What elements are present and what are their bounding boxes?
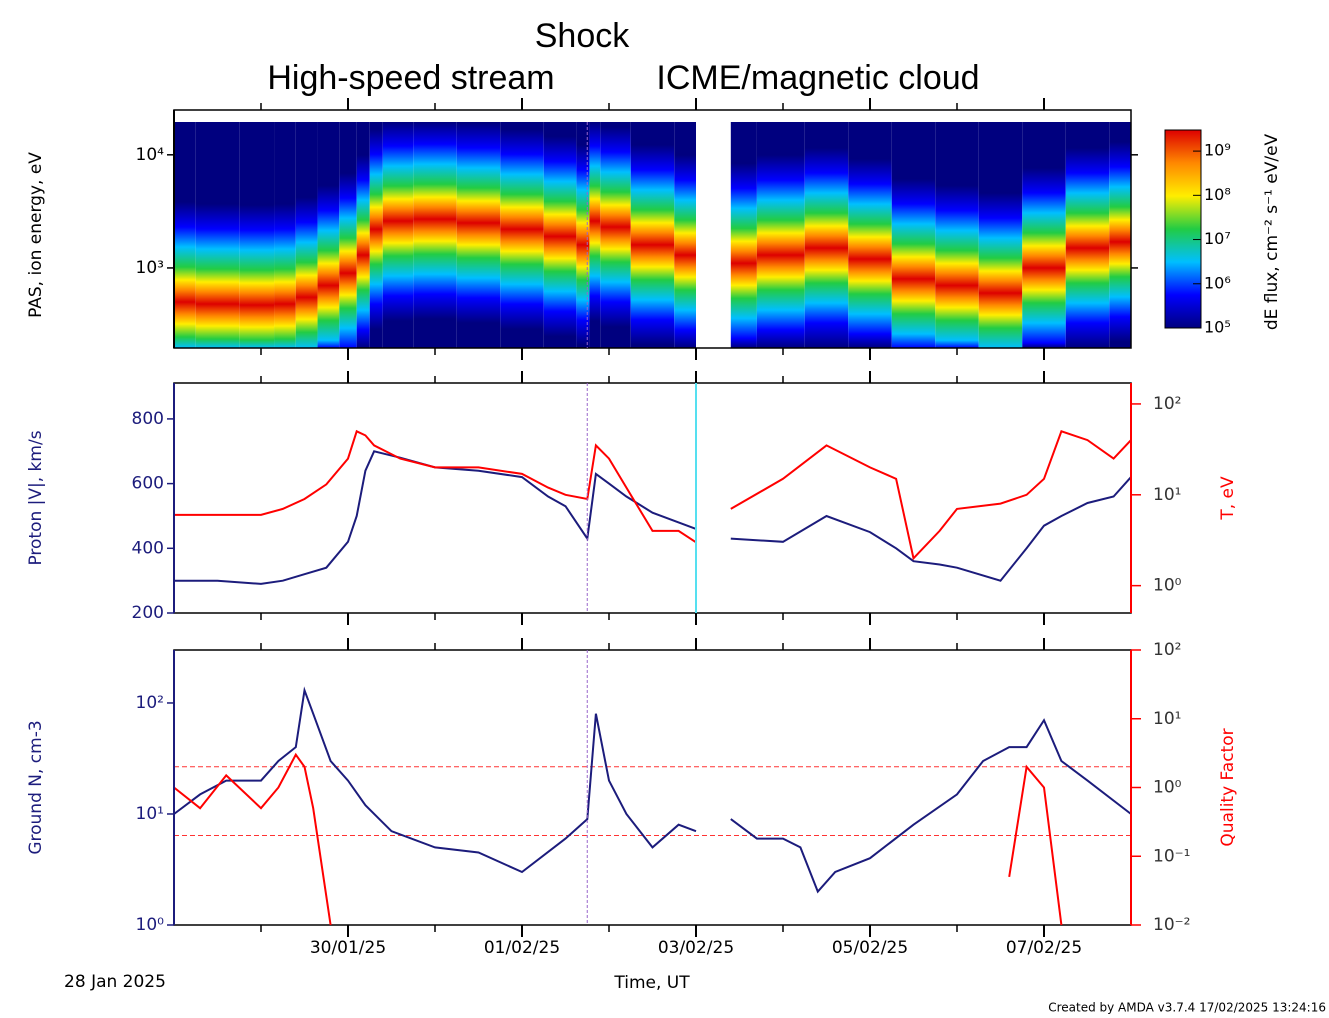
y-tick-label: 10¹ — [136, 804, 164, 824]
annotation: High-speed stream — [267, 59, 554, 97]
x-axis-label: Time, UT — [613, 973, 690, 993]
plot-frame — [173, 649, 1132, 926]
spectrogram-column — [500, 122, 544, 348]
y2-tick-label: 10¹ — [1153, 485, 1181, 505]
y-tick-label: 10⁰ — [136, 915, 165, 935]
annotation: Shock — [535, 17, 630, 55]
y-tick-label: 600 — [132, 474, 164, 494]
x-tick-label: 01/02/25 — [484, 938, 560, 958]
spectrogram-column — [756, 122, 805, 348]
spectrogram-column — [317, 122, 340, 348]
y2-tick-label: 10⁻² — [1153, 915, 1190, 935]
spectrogram-column — [576, 122, 590, 348]
spectrogram-column — [978, 122, 1023, 348]
colorbar-tick-label: 10⁹ — [1204, 141, 1231, 160]
plot-frame — [173, 382, 1132, 614]
spectrogram-column — [804, 122, 849, 348]
data-line — [174, 429, 1132, 561]
y-axis-label: Ground N, cm-3 — [26, 720, 46, 854]
spectrogram-column — [339, 122, 357, 348]
y2-axis-label: Quality Factor — [1218, 728, 1238, 846]
y-tick-label: 10² — [136, 693, 164, 713]
spectrogram-column — [1022, 122, 1066, 348]
y-tick-label: 10⁴ — [136, 145, 165, 165]
colorbar-tick-label: 10⁶ — [1204, 273, 1231, 292]
spectrogram-column — [369, 122, 383, 348]
data-line — [173, 686, 1132, 894]
spectrogram-column — [891, 122, 936, 348]
spectrogram-column — [382, 122, 414, 348]
start-label: 28 Jan 2025 — [64, 972, 166, 992]
spectrogram-column — [295, 122, 318, 348]
spectrogram-column — [730, 122, 757, 348]
data-line — [173, 752, 1063, 926]
spectrogram-column — [600, 122, 631, 348]
x-tick-label: 03/02/25 — [658, 938, 734, 958]
y2-tick-label: 10⁰ — [1153, 576, 1182, 596]
y2-axis-label: T, eV — [1218, 476, 1238, 521]
spectrogram-column — [630, 122, 675, 348]
annotation: ICME/magnetic cloud — [656, 59, 979, 97]
y2-tick-label: 10⁻¹ — [1153, 846, 1190, 866]
y-axis-label: PAS, ion energy, eV — [26, 152, 46, 318]
spectrogram-column — [356, 122, 370, 348]
spectrogram-column — [674, 122, 696, 348]
spectrogram-column — [239, 122, 275, 348]
y-tick-label: 800 — [132, 409, 164, 429]
x-tick-label: 30/01/25 — [310, 938, 386, 958]
x-tick-label: 07/02/25 — [1006, 938, 1082, 958]
spectrogram-column — [1109, 122, 1131, 348]
colorbar-tick-label: 10⁸ — [1204, 185, 1231, 204]
spectrogram-column — [174, 122, 196, 348]
spectrogram-column — [274, 122, 296, 348]
data-line — [174, 450, 1132, 585]
spectrogram-column — [589, 122, 601, 348]
spectrogram-column — [848, 122, 892, 348]
y2-tick-label: 10² — [1153, 394, 1181, 414]
y-tick-label: 200 — [132, 603, 164, 623]
y-tick-label: 400 — [132, 538, 164, 558]
spectrogram-column — [413, 122, 457, 348]
spectrogram-column — [935, 122, 979, 348]
spectrogram-column — [543, 122, 577, 348]
spectrogram-column — [195, 122, 240, 348]
y2-tick-label: 10² — [1153, 640, 1181, 660]
colorbar-tick-label: 10⁷ — [1204, 229, 1231, 248]
y-tick-label: 10³ — [136, 258, 164, 278]
spectrogram-column — [456, 122, 501, 348]
footer: Created by AMDA v3.7.4 17/02/2025 13:24:… — [1048, 1001, 1326, 1015]
colorbar-label: dE flux, cm⁻² s⁻¹ eV/eV — [1262, 133, 1282, 330]
colorbar-tick-label: 10⁵ — [1204, 318, 1231, 337]
colorbar — [1164, 129, 1202, 329]
y2-tick-label: 10¹ — [1153, 709, 1181, 729]
y2-tick-label: 10⁰ — [1153, 778, 1182, 798]
y-axis-label: Proton |V|, km/s — [26, 430, 46, 565]
x-tick-label: 05/02/25 — [832, 938, 908, 958]
spectrogram-column — [1065, 122, 1110, 348]
